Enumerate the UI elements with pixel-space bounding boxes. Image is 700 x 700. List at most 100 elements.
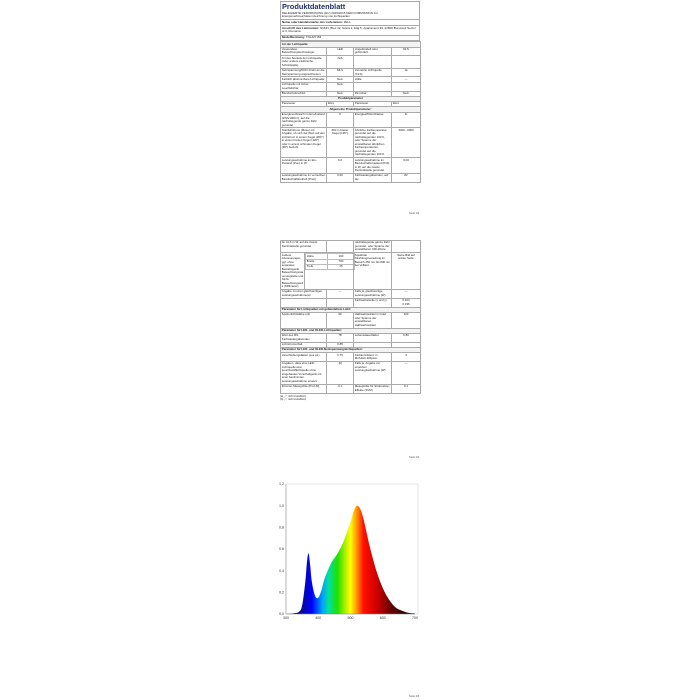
dimensions-table: Höhe 100 Breite 700 Tiefe 25 [305,253,355,271]
table-row: Verschiebungsfaktor (cos φ1) 0,79 Farbkons… [280,352,421,363]
parameter-label: Falls ja, gleichwertige Leistungsaufnahm… [353,289,392,299]
datasheet-page-1: Produktdatenblatt DELEGIERTE VERORDNUNG … [279,1,422,183]
spectral-distribution-chart: 300 400 500 600 700 0,0 0,2 0,4 0,6 0,8 1,0 1,2 [279,482,419,620]
parameter-label [353,55,392,69]
footnote-a: (a) „-": nicht zutreffend; [280,394,307,398]
table-row: Farbwertanteile (x und y) 0,323 0,336 [280,297,421,308]
parameter-value: 0,00 [390,157,422,174]
y-tick-label: 0,6 [279,547,284,551]
table-row: Nutzlichtstrom (Φuse) mit Angabe, ob sic… [280,127,422,159]
parameter-value [326,239,354,254]
params-table-continued: für CLS in W, auf die zweite Dezimalstel… [280,239,421,394]
supplier-name: Name oder Handelsmarke des Lieferanten: … [280,20,420,27]
y-tick-label: 0,0 [279,612,284,616]
page-number: Seite 1/3 [409,212,420,215]
parameter-value: 0,80 [391,332,421,343]
parameter-label: Netzspannung/Nicht direkt an die Netzspa… [280,67,327,78]
parameter-label: Leistungsaufnahme im Ein-Zustand (Pon) i… [280,157,327,174]
parameter-label: Verwendete Beleuchtungstechnologie: [280,46,327,57]
parameter-value: 0,00 [326,172,354,183]
supplier-address: Anschrift des Lieferanten: NNNN, Bloc 42… [280,26,420,36]
table-row: Leistungsaufnahme im Ein-Zustand (Pon) i… [280,157,422,174]
y-tick-label: 0,2 [279,591,284,595]
table-row: Verwendete Beleuchtungstechnologie: LED Un… [280,46,422,57]
dimension-label: Tiefe [305,263,328,271]
parameter-label: Ungebündelt oder gebündelt: [353,46,392,57]
mains-heading: Parameter für LED- und OLED-Netzspannung… [280,347,421,354]
led-heading: Parameter für LED- und OLED-Lichtquellen… [280,327,421,334]
x-tick-label: 700 [412,616,418,620]
parameter-label: Vernetzte Lichtquelle (CLS): [353,67,392,78]
parameter-label: für CLS in W, auf die zweite Dezimalstel… [280,239,327,254]
x-tick-label: 500 [348,616,354,620]
x-tick-label: 600 [380,616,386,620]
table-row: Art des Sockels der Lichtquelle (oder an… [280,55,422,69]
parameter-value: MLS [326,67,354,78]
parameter-value: 3 [391,352,421,363]
parameter-value: E [390,111,422,129]
parameter-label: Art des Sockels der Lichtquelle (oder an… [280,55,327,69]
parameter-label [280,297,327,308]
parameter-label: Farbkonsistenz in McAdam-Ellipsen [353,352,392,363]
table-row: für CLS in W, auf die zweite Dezimalstel… [280,239,421,254]
parameter-value [390,55,422,69]
parameter-value: 660 in breiter Kegel (120°) [326,127,354,159]
parameter-value: N/A [326,55,354,69]
parameter-value: LED [326,46,354,57]
footnote-b: (b) „-": nicht zutreffend; [280,398,307,402]
datasheet-page-2: für CLS in W, auf die zweite Dezimalstel… [280,239,421,402]
parameter-label: Ähnliche Farbtemperatur, gerundet auf di… [353,127,392,159]
parameter-label: Energieeffizienzklasse [353,111,392,129]
parameter-label: Leistungsaufnahme im vernetzten Bereitsc… [280,172,327,183]
parameter-value: -(b) [326,361,354,385]
dimension-value: 25 [327,263,355,271]
spectral-label: Spektrale Strahlungsverteilung im Bereic… [353,252,392,291]
type-table: Art der Lichtquelle: Verwendete Beleucht… [279,41,422,183]
parameter-value: — [391,361,421,385]
parameter-value: DLS [390,46,422,57]
parameter-value: — [390,76,422,83]
parameter-value: 0,323 0,336 [391,297,421,308]
y-tick-label: 0,8 [279,526,284,530]
parameter-value: 78 [326,332,354,343]
table-row: Energieverbrauch im Ein-Zustand (kWh/100… [280,111,422,129]
page-number: Seite 2/3 [409,456,420,459]
table-row: Netzspannung/Nicht direkt an die Netzspa… [280,67,422,78]
parameter-value: 120 [391,311,421,329]
dimensions-label: Äußere Abmessungen, ggf. ohne separates … [280,252,305,291]
parameter-value [390,81,422,92]
parameter-value: Ja [390,67,422,78]
type-heading: Art der Lichtquelle: [279,41,422,48]
parameter-label: Leistungsaufnahme im Bereitschaftszustan… [353,157,392,174]
x-tick-label: 300 [283,616,289,620]
parameter-label: Angabe zu einer gleichwertigen Leistungs… [280,289,327,299]
spectral-value: Siehe Bild auf letzter Seite [391,252,421,291]
page-number: Seite 3/3 [409,695,420,698]
parameter-value: 90 [326,311,354,329]
table-row: Farblich abstimmbare Lichtquelle: Nein Hül… [280,76,422,83]
parameter-label: Angaben, dass eine LED-Lichtquelle eine … [280,361,327,385]
parameter-value: 6,0 [326,157,354,174]
page-title: Produktdatenblatt [280,1,420,11]
model-id: Modellkennung: TNL227-B3 [280,35,420,42]
footnotes: (a) „-": nicht zutreffend; (b) „-": nich… [280,395,420,402]
parameter-label: Farbwertanteile (x und y) [353,297,392,308]
parameter-label: nächstliegende ganze Zahl gerundet, oder… [353,239,392,254]
table-row: Wert des R9-Farbwiedergabeindex 78 Lebensd… [280,332,421,343]
regulation-text: DELEGIERTE VERORDNUNG (EU) 2019/2015 DER… [280,11,420,21]
y-tick-label: 0,4 [279,569,284,573]
parameter-label: Energieverbrauch im Ein-Zustand (kWh/100… [280,111,327,129]
table-row: Flimmer-Messgröße (Pst LM) 0,1 Messgröße f… [280,383,421,394]
y-tick-label: 1,0 [279,504,284,508]
parameter-value: 6 [326,111,354,129]
parameter-value: 82 [390,172,422,183]
table-row: Spitzenlichtstärke (cd) 90 Halbwertswinkel… [280,311,421,329]
parameter-label: Wert des R9-Farbwiedergabeindex [280,332,327,343]
spectrum-area [286,505,415,614]
parameter-label: Spitzenlichtstärke (cd) [280,311,327,329]
parameter-value: — [326,289,354,299]
parameter-value: 0,1 [391,383,421,394]
parameter-value: Nein [326,81,354,92]
parameter-value: 0,1 [326,383,354,394]
table-row: Angaben, dass eine LED-Lichtquelle eine … [280,361,421,385]
